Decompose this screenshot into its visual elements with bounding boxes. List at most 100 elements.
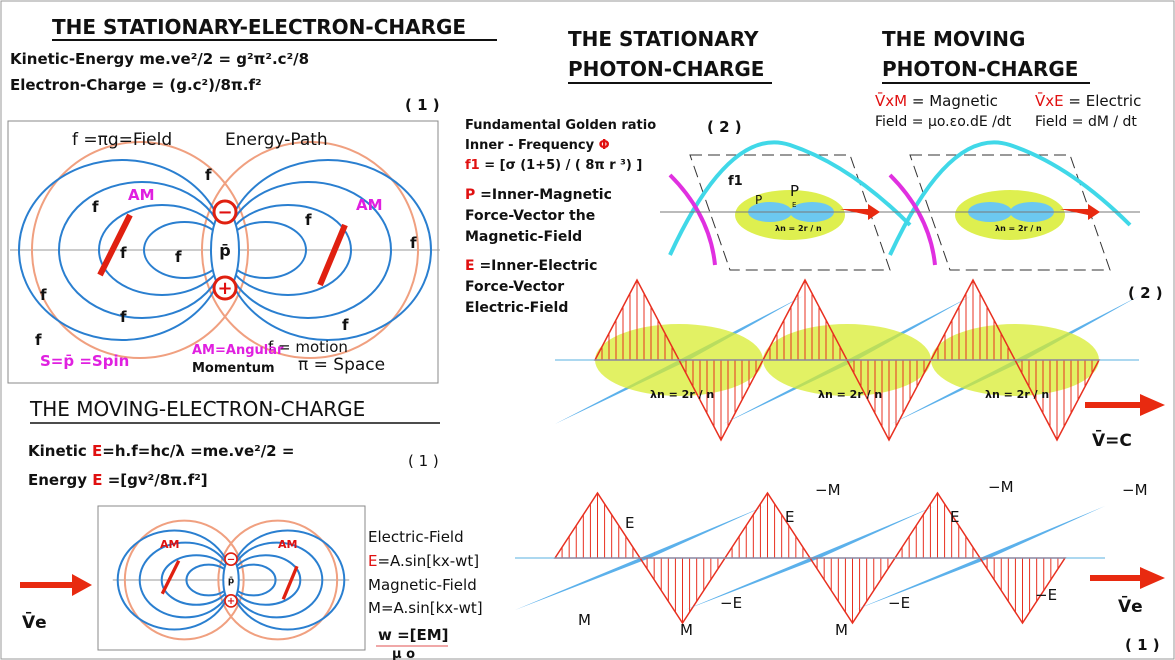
label: −M bbox=[1122, 481, 1148, 499]
label: Force-Vector bbox=[465, 279, 564, 295]
text: E bbox=[368, 552, 377, 570]
charge-sign: − bbox=[227, 554, 235, 565]
title: THE STATIONARY bbox=[568, 27, 759, 51]
formula: Electron-Charge = (g.c²)/8π.f² bbox=[10, 76, 262, 94]
label: AM bbox=[128, 186, 155, 204]
text: E bbox=[465, 258, 475, 274]
number: ( 1 ) bbox=[408, 452, 439, 470]
label: f bbox=[305, 211, 312, 229]
title: PHOTON-CHARGE bbox=[882, 57, 1078, 81]
label: V̄e bbox=[1118, 595, 1143, 617]
label: f bbox=[120, 308, 127, 326]
text: V̄xE bbox=[1035, 91, 1064, 110]
label: Energy-Path bbox=[225, 130, 328, 150]
label: M bbox=[680, 621, 693, 639]
title: THE MOVING-ELECTRON-CHARGE bbox=[29, 397, 365, 421]
text: =A.sin[kx-wt] bbox=[377, 552, 479, 570]
number: ( 1 ) bbox=[1125, 636, 1160, 654]
text: E bbox=[92, 442, 102, 460]
label: f =πg=Field bbox=[72, 130, 172, 150]
label: V̄xM = Magnetic bbox=[875, 91, 998, 110]
label: V̄e bbox=[22, 611, 47, 633]
label: E=A.sin[kx-wt] bbox=[368, 552, 479, 570]
text: =h.f=hc/λ =me.ve²/2 = bbox=[102, 442, 294, 460]
title: THE STATIONARY-ELECTRON-CHARGE bbox=[52, 15, 466, 39]
label: f bbox=[120, 244, 127, 262]
label: E bbox=[950, 508, 959, 526]
label: f bbox=[35, 331, 42, 349]
label: λn = 2r / n bbox=[775, 224, 822, 233]
label: P bbox=[790, 182, 799, 200]
charge-sign: + bbox=[227, 596, 235, 607]
text: E bbox=[92, 471, 102, 489]
number: ( 2 ) bbox=[1128, 284, 1163, 302]
label: E =Inner-Electric bbox=[465, 258, 597, 274]
label: λn = 2r / n bbox=[995, 224, 1042, 233]
label: f1 = [σ (1+5) / ( 8π r ³) ] bbox=[465, 158, 642, 173]
label: P =Inner-Magnetic bbox=[465, 187, 612, 203]
formula: Kinetic E=h.f=hc/λ =me.ve²/2 = bbox=[28, 442, 294, 460]
label: P bbox=[755, 193, 762, 207]
label: p̄ bbox=[228, 576, 234, 586]
label: =Spin bbox=[74, 352, 129, 370]
text: = Electric bbox=[1064, 92, 1142, 110]
text: f1 bbox=[465, 158, 480, 173]
label: f bbox=[205, 166, 212, 184]
label: AM bbox=[356, 196, 383, 214]
label: f bbox=[92, 198, 99, 216]
label: S= bbox=[40, 352, 63, 370]
text: =[gv²/8π.f²] bbox=[102, 471, 207, 489]
label: f1 bbox=[728, 174, 743, 189]
label: Fundamental Golden ratio bbox=[465, 118, 656, 133]
label: f bbox=[410, 234, 417, 252]
label: λn = 2r / n bbox=[650, 388, 714, 401]
label: S=p̄ =Spin bbox=[40, 352, 129, 370]
label: AM bbox=[160, 538, 179, 551]
label: V̄xE = Electric bbox=[1035, 91, 1141, 110]
text: =Inner-Electric bbox=[475, 258, 598, 274]
title: THE MOVING bbox=[882, 27, 1025, 51]
charge-sign: − bbox=[217, 202, 232, 223]
text: =Inner-Magnetic bbox=[475, 187, 612, 203]
label: p̄ bbox=[63, 352, 74, 370]
label: AM=Angular bbox=[192, 343, 284, 358]
text: = [σ (1+5) / ( 8π r ³) ] bbox=[480, 158, 643, 173]
label: V̄=C bbox=[1092, 429, 1132, 451]
text: V̄xM bbox=[875, 91, 907, 110]
label: Magnetic-Field bbox=[368, 576, 477, 594]
label: π = Space bbox=[298, 355, 385, 375]
text: P bbox=[465, 187, 475, 203]
label: Force-Vector the bbox=[465, 208, 595, 224]
label: −E bbox=[720, 594, 742, 612]
label: AM bbox=[278, 538, 297, 551]
label: w =[EM] bbox=[378, 626, 449, 644]
page: THE STATIONARY-ELECTRON-CHARGE Kinetic-E… bbox=[0, 0, 1175, 660]
text: = Magnetic bbox=[907, 92, 998, 110]
label: E bbox=[785, 508, 794, 526]
label: M=A.sin[kx-wt] bbox=[368, 599, 483, 617]
label: Field = dM / dt bbox=[1035, 114, 1137, 130]
label: M bbox=[578, 611, 591, 629]
formula: Energy E =[gv²/8π.f²] bbox=[28, 471, 208, 489]
label: −E bbox=[888, 594, 910, 612]
label: E bbox=[625, 514, 634, 532]
label: λn = 2r / n bbox=[985, 388, 1049, 401]
text: Kinetic bbox=[28, 442, 92, 460]
number: ( 2 ) bbox=[707, 118, 742, 136]
title: PHOTON-CHARGE bbox=[568, 57, 764, 81]
label: −M bbox=[988, 478, 1014, 496]
label: Inner - Frequency Φ bbox=[465, 138, 610, 153]
label: f bbox=[40, 286, 47, 304]
label: f bbox=[342, 316, 349, 334]
text: Φ bbox=[599, 138, 610, 153]
formula: Kinetic-Energy me.ve²/2 = g²π².c²/8 bbox=[10, 50, 309, 68]
label: μ o bbox=[392, 647, 415, 660]
label: M bbox=[835, 621, 848, 639]
charge-sign: + bbox=[217, 278, 232, 299]
label: −E bbox=[1035, 586, 1057, 604]
label: Field = μo.εo.dE /dt bbox=[875, 114, 1012, 130]
text: Energy bbox=[28, 471, 92, 489]
label: λn = 2r / n bbox=[818, 388, 882, 401]
label: f bbox=[175, 248, 182, 266]
label: −M bbox=[815, 481, 841, 499]
